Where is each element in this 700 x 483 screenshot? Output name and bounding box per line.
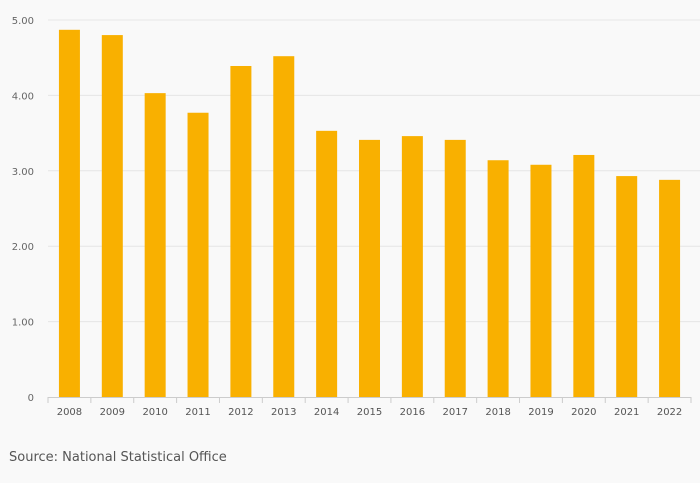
y-tick-label: 2.00 <box>12 242 34 253</box>
y-tick-label: 3.00 <box>12 167 34 178</box>
x-tick-label: 2010 <box>142 407 167 418</box>
x-tick-label: 2013 <box>271 407 296 418</box>
x-tick-label: 2022 <box>657 407 682 418</box>
bar-2015[interactable] <box>359 139 380 398</box>
y-tick-label: 4.00 <box>12 91 34 102</box>
bar-2008[interactable] <box>58 29 80 397</box>
x-tick-label: 2009 <box>100 407 125 418</box>
bar-2017[interactable] <box>444 139 466 398</box>
bar-2014[interactable] <box>316 130 338 397</box>
x-tick-label: 2008 <box>57 407 82 418</box>
x-axis <box>47 397 692 403</box>
x-tick-label: 2021 <box>614 407 639 418</box>
x-tick-label: 2011 <box>185 407 210 418</box>
bar-2020[interactable] <box>573 154 595 397</box>
bar-2022[interactable] <box>659 179 681 397</box>
bars <box>58 29 681 398</box>
bar-2018[interactable] <box>487 160 509 397</box>
x-tick-label: 2015 <box>357 407 382 418</box>
y-tick-label: 1.00 <box>12 318 34 329</box>
chart-svg: 01.002.003.004.005.00 2008 2009 2010 2011 20… <box>12 16 700 418</box>
bar-2012[interactable] <box>230 65 252 397</box>
bar-chart: 0 1.00 2.00 3.00 4.00 5.00 2008 2009 2010 2011 20… <box>12 16 700 418</box>
bar-2016[interactable] <box>401 136 423 397</box>
bar-2019[interactable] <box>530 164 552 397</box>
x-tick-label: 2017 <box>443 407 468 418</box>
x-tick-label: 2019 <box>528 407 553 418</box>
bar-2010[interactable] <box>144 93 166 397</box>
y-tick-label: 5.00 <box>12 16 34 27</box>
x-tick-label: 2018 <box>485 407 510 418</box>
bar-2013[interactable] <box>273 56 295 397</box>
x-tick-label: 2014 <box>314 407 339 418</box>
bar-2021[interactable] <box>616 176 638 397</box>
y-axis-ticks: 0 1.00 2.00 3.00 4.00 5.00 <box>12 16 34 404</box>
x-tick-label: 2020 <box>571 407 596 418</box>
x-axis-ticks: 2008 2009 2010 2011 2012 2013 2014 2015 2016 2017… <box>57 407 683 418</box>
bar-2011[interactable] <box>187 112 209 397</box>
y-tick-label: 0 <box>28 393 34 404</box>
source-note: Source: National Statistical Office <box>9 450 227 465</box>
bar-2009[interactable] <box>101 35 123 397</box>
x-tick-label: 2012 <box>228 407 253 418</box>
x-tick-label: 2016 <box>400 407 425 418</box>
